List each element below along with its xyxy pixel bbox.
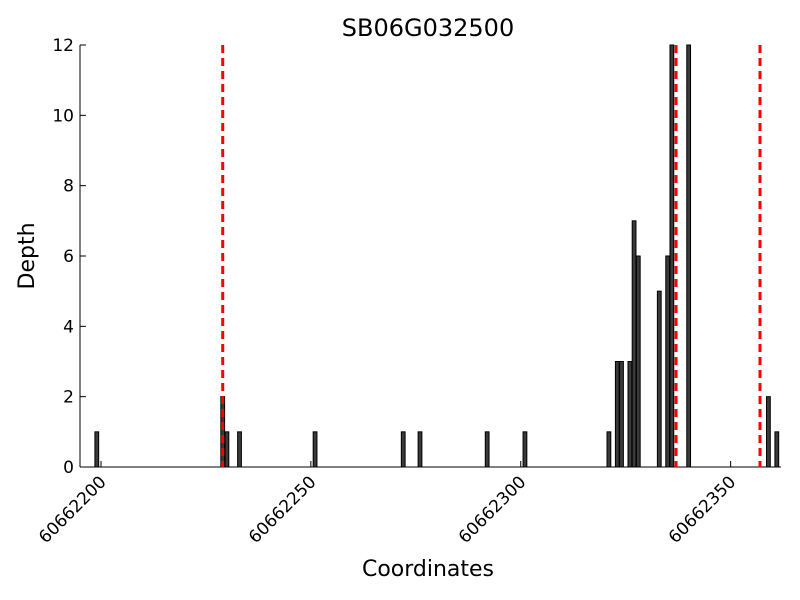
y-tick-label: 6 xyxy=(63,247,74,267)
depth-bar xyxy=(606,431,612,468)
depth-bar xyxy=(484,431,490,468)
depth-bar xyxy=(400,431,406,468)
plot-area: 0 2 4 6 8 10 12 60662200 60662250 60662300 6066235… xyxy=(35,36,781,548)
depth-bar xyxy=(665,255,671,468)
y-tick-label: 0 xyxy=(63,458,74,478)
depth-bar xyxy=(522,431,528,468)
y-tick-label: 8 xyxy=(63,177,74,197)
x-tick-label: 60662250 xyxy=(245,472,320,547)
x-axis-label: Coordinates xyxy=(362,557,494,582)
y-tick-label: 10 xyxy=(52,106,74,126)
depth-bar xyxy=(627,361,633,468)
depth-bar xyxy=(312,431,318,468)
depth-bar xyxy=(237,431,242,468)
depth-bar xyxy=(635,255,641,468)
chart-title: SB06G032500 xyxy=(342,14,514,42)
x-tick-label: 60662350 xyxy=(665,472,740,547)
depth-bar xyxy=(669,44,675,468)
depth-bar xyxy=(94,431,100,468)
depth-bar xyxy=(619,361,624,468)
x-tick-label: 60662300 xyxy=(455,472,530,547)
depth-bar xyxy=(766,396,771,468)
depth-bar xyxy=(417,431,423,468)
y-tick-label: 2 xyxy=(63,388,74,408)
depth-bar xyxy=(224,431,230,468)
y-tick-label: 4 xyxy=(63,317,74,337)
y-axis-label: Depth xyxy=(15,222,40,289)
depth-bar xyxy=(686,44,692,468)
depth-bar xyxy=(220,396,226,468)
depth-bar xyxy=(631,220,637,468)
depth-bar xyxy=(614,361,620,468)
depth-bar xyxy=(656,290,662,468)
x-tick-label: 60662200 xyxy=(35,472,110,547)
depth-bar xyxy=(774,431,780,468)
y-tick-label: 12 xyxy=(52,36,74,56)
